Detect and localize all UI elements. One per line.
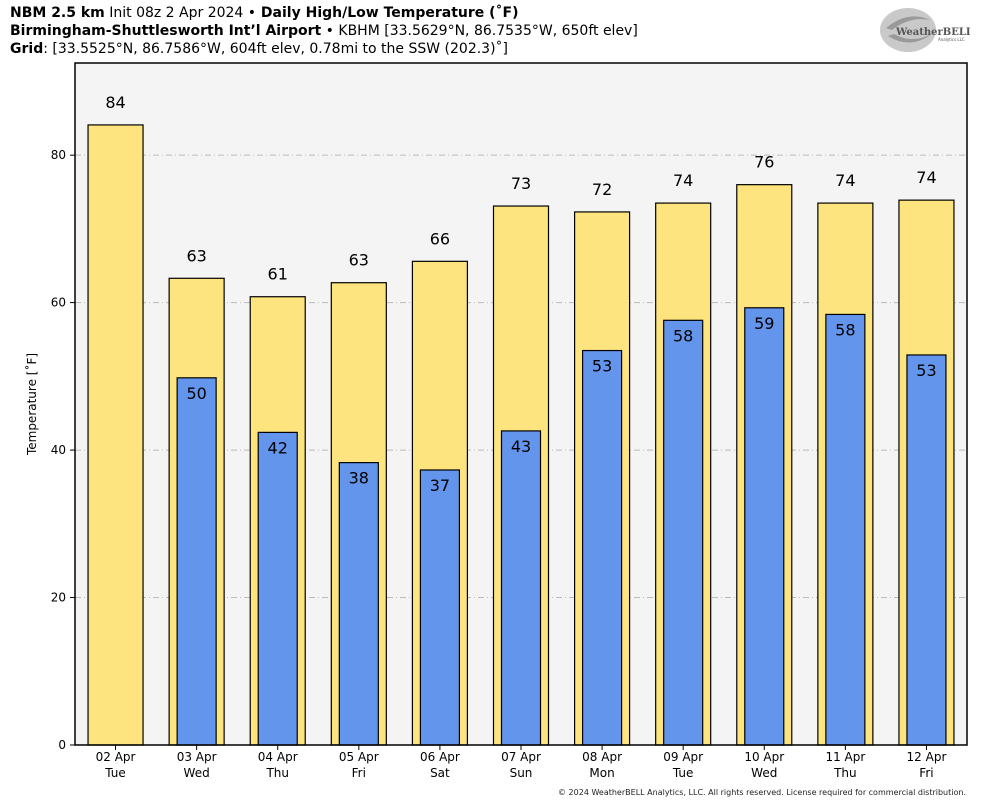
low-temp-label: 58 [835, 320, 855, 339]
plot-area: 0 20 40 60 80 84 02 Apr Tue 63 50 03 Apr Wed 61 42 04 … [24, 62, 968, 780]
high-temp-label: 63 [186, 246, 206, 265]
plot-frame [74, 62, 968, 746]
low-temp-bar [581, 349, 623, 746]
low-temp-label: 53 [592, 357, 612, 376]
low-temp-bar [663, 319, 704, 746]
high-temp-label: 74 [835, 171, 855, 190]
grid-label: Grid [10, 41, 44, 57]
x-tick-label-weekday: Thu [265, 766, 289, 780]
x-tick-label-weekday: Mon [589, 766, 614, 780]
low-temp-label: 58 [673, 326, 693, 345]
x-tick-label-date: 03 Apr [177, 750, 217, 764]
y-tick-label: 0 [58, 738, 66, 752]
low-temp-label: 50 [186, 384, 206, 403]
x-tick-label-date: 09 Apr [663, 750, 703, 764]
low-temp-bar [338, 462, 379, 746]
high-temp-label: 74 [673, 171, 693, 190]
y-tick-label: 60 [51, 296, 66, 310]
x-tick-label-weekday: Fri [352, 766, 366, 780]
high-temp-bar [87, 124, 144, 746]
station-name: Birmingham-Shuttlesworth Int’l Airport [10, 23, 322, 39]
y-axis-label: Temperature [˚F] [24, 353, 39, 456]
y-tick-label: 20 [51, 591, 66, 605]
x-tick-label-date: 12 Apr [907, 750, 947, 764]
high-temp-label: 73 [511, 174, 531, 193]
product-name: Daily High/Low Temperature (˚F) [256, 5, 519, 21]
x-tick-label-date: 11 Apr [825, 750, 865, 764]
station-line: Birmingham-Shuttlesworth Int’l Airport •… [10, 22, 638, 40]
low-temp-bar [419, 469, 461, 746]
x-tick-label-weekday: Wed [184, 766, 210, 780]
x-tick-label-weekday: Tue [672, 766, 694, 780]
low-temp-bar [744, 307, 785, 746]
grid-line: Grid: [33.5525°N, 86.7586°W, 604ft elev,… [10, 40, 508, 58]
low-temp-label: 38 [349, 469, 369, 488]
high-temp-label: 63 [349, 251, 369, 270]
low-temp-label: 59 [754, 314, 774, 333]
low-temp-bar [500, 430, 542, 746]
chart-title-line: NBM 2.5 km Init 08z 2 Apr 2024 • Daily H… [10, 4, 519, 22]
low-temp-bar [257, 431, 298, 746]
low-temp-bar [176, 377, 217, 746]
init-time: Init 08z 2 Apr 2024 [104, 5, 248, 21]
x-tick-label-date: 05 Apr [339, 750, 379, 764]
logo-text: WeatherBELL [895, 27, 970, 38]
x-tick-label-date: 07 Apr [501, 750, 541, 764]
y-tick-label: 80 [51, 148, 66, 162]
low-temp-label: 43 [511, 437, 531, 456]
x-tick-label-weekday: Wed [751, 766, 777, 780]
x-tick-label-date: 06 Apr [420, 750, 460, 764]
grid-coords: : [33.5525°N, 86.7586°W, 604ft elev, 0.7… [43, 41, 509, 57]
x-tick-label-weekday: Sat [430, 766, 450, 780]
logo-subtext: Analytics LLC [938, 37, 965, 42]
x-tick-label-weekday: Thu [833, 766, 857, 780]
x-tick-label-weekday: Fri [919, 766, 933, 780]
low-temp-bar [825, 313, 866, 746]
x-tick-label-weekday: Sun [510, 766, 533, 780]
x-tick-label-date: 02 Apr [96, 750, 136, 764]
low-temp-bar [906, 354, 947, 746]
high-temp-label: 72 [592, 180, 612, 199]
x-tick-label-date: 04 Apr [258, 750, 298, 764]
x-tick-label-date: 08 Apr [582, 750, 622, 764]
high-temp-label: 74 [916, 168, 936, 187]
y-tick-label: 40 [51, 443, 66, 457]
high-temp-label: 61 [268, 265, 288, 284]
low-temp-label: 53 [916, 361, 936, 380]
copyright-notice: © 2024 WeatherBELL Analytics, LLC. All r… [558, 788, 966, 797]
low-temp-label: 37 [430, 476, 450, 495]
separator-bullet: • [321, 23, 339, 39]
high-temp-label: 84 [105, 93, 125, 112]
separator-bullet: • [247, 5, 257, 21]
station-coords: KBHM [33.5629°N, 86.7535°W, 650ft elev] [338, 23, 638, 39]
x-tick-label-weekday: Tue [104, 766, 126, 780]
x-tick-label-date: 10 Apr [744, 750, 784, 764]
high-temp-label: 76 [754, 153, 774, 172]
low-temp-label: 42 [268, 438, 288, 457]
high-temp-label: 66 [430, 229, 450, 248]
model-name: NBM 2.5 km [10, 5, 105, 21]
weatherbell-logo: WeatherBELL Analytics LLC [880, 8, 970, 52]
